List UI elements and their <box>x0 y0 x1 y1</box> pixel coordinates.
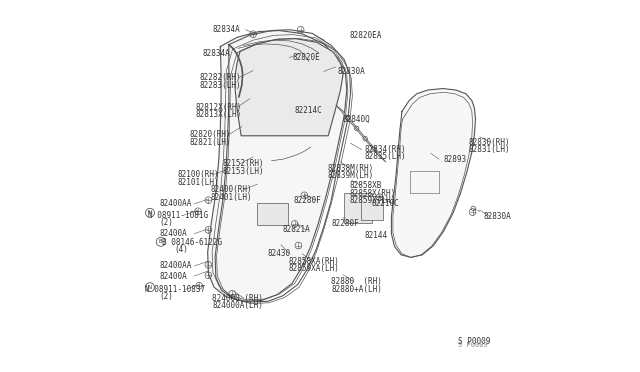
Text: 82893: 82893 <box>444 155 467 164</box>
Text: 824000A(LH): 824000A(LH) <box>212 301 263 310</box>
Text: 824000 (RH): 824000 (RH) <box>212 294 263 303</box>
Text: B 08146-6122G: B 08146-6122G <box>162 238 222 247</box>
Text: 82812X(RH): 82812X(RH) <box>195 103 242 112</box>
Text: 82283(LH): 82283(LH) <box>199 81 241 90</box>
Text: 82100(RH): 82100(RH) <box>178 170 220 179</box>
Text: 82830(RH): 82830(RH) <box>468 138 511 147</box>
Text: 82210C: 82210C <box>371 199 399 208</box>
Text: B: B <box>159 239 163 244</box>
Text: 82858X(RH): 82858X(RH) <box>349 189 396 198</box>
Text: 82830A: 82830A <box>484 212 511 221</box>
Text: 82280F: 82280F <box>294 196 322 205</box>
Text: 82820E: 82820E <box>292 53 320 62</box>
Text: 82282(RH): 82282(RH) <box>199 73 241 82</box>
Text: 82144: 82144 <box>365 231 388 240</box>
Text: N 08911-1081G: N 08911-1081G <box>148 211 208 219</box>
Text: 82214C: 82214C <box>294 106 323 115</box>
Text: 82831(LH): 82831(LH) <box>468 145 511 154</box>
Text: 82821(LH): 82821(LH) <box>189 138 230 147</box>
Bar <box>361 196 383 220</box>
Text: 82858XB: 82858XB <box>349 181 382 190</box>
Text: (2): (2) <box>159 218 173 227</box>
Text: 82839M(LH): 82839M(LH) <box>328 171 374 180</box>
Polygon shape <box>336 105 386 162</box>
Text: 82101(LH): 82101(LH) <box>178 178 220 187</box>
Text: 82830A: 82830A <box>338 67 365 76</box>
Text: N 08911-10837: N 08911-10837 <box>145 285 205 294</box>
Text: 82280F: 82280F <box>331 219 359 228</box>
Text: 82821A: 82821A <box>283 225 310 234</box>
Text: N: N <box>148 285 152 290</box>
Text: 82401(LH): 82401(LH) <box>211 193 252 202</box>
Text: 82858XA(RH): 82858XA(RH) <box>289 257 339 266</box>
Bar <box>257 203 289 225</box>
Text: 82859X(LH): 82859X(LH) <box>349 196 396 205</box>
Text: (4): (4) <box>174 246 188 254</box>
Text: 82152(RH): 82152(RH) <box>223 159 264 168</box>
Text: 82880  (RH): 82880 (RH) <box>331 278 382 286</box>
Text: 82838M(RH): 82838M(RH) <box>328 164 374 173</box>
Polygon shape <box>392 89 476 257</box>
Text: S P0009: S P0009 <box>458 342 488 348</box>
Text: 82834A: 82834A <box>212 25 240 34</box>
Text: N: N <box>148 210 152 215</box>
Text: 82820(RH): 82820(RH) <box>189 130 230 139</box>
Text: 82153(LH): 82153(LH) <box>223 167 264 176</box>
Text: 82813X(LH): 82813X(LH) <box>195 110 242 119</box>
Text: S P0009: S P0009 <box>458 337 490 346</box>
Text: 82400A: 82400A <box>159 272 187 280</box>
Text: 82430: 82430 <box>268 249 291 258</box>
Text: 82820EA: 82820EA <box>349 31 382 40</box>
Text: 82859XA(LH): 82859XA(LH) <box>289 264 339 273</box>
Polygon shape <box>207 31 347 301</box>
Text: 82400AA: 82400AA <box>159 262 191 270</box>
Text: (2): (2) <box>159 292 173 301</box>
Bar <box>344 193 372 223</box>
Text: 82835(LH): 82835(LH) <box>365 153 406 161</box>
Polygon shape <box>235 39 343 136</box>
Text: 82400A: 82400A <box>159 229 187 238</box>
Text: 82400(RH): 82400(RH) <box>211 185 252 194</box>
Text: 82840Q: 82840Q <box>342 115 370 124</box>
Text: 82834A: 82834A <box>203 49 231 58</box>
Text: 82400AA: 82400AA <box>159 199 191 208</box>
Text: 82880+A(LH): 82880+A(LH) <box>331 285 382 294</box>
Text: 82834(RH): 82834(RH) <box>365 145 406 154</box>
